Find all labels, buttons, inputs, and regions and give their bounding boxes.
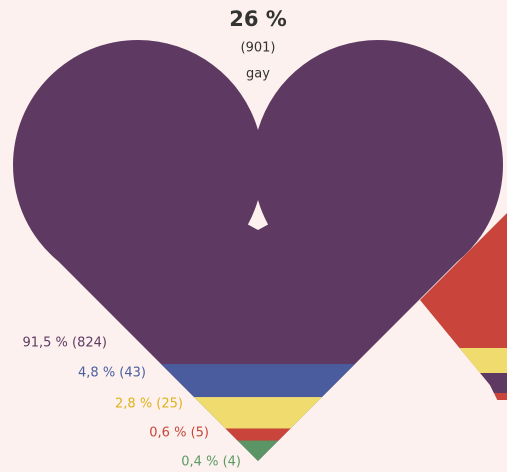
header-percent: 26 % [229,7,287,31]
segment-label: 91,5 % (824) [22,336,107,351]
segment-label: 0,6 % (5) [149,426,209,441]
header-label: gay [246,67,270,82]
segment-label: 2,8 % (25) [115,397,183,412]
header-count: (901) [241,41,276,56]
segment-label: 0,4 % (4) [181,455,241,470]
segment-label: 4,8 % (43) [78,366,146,381]
